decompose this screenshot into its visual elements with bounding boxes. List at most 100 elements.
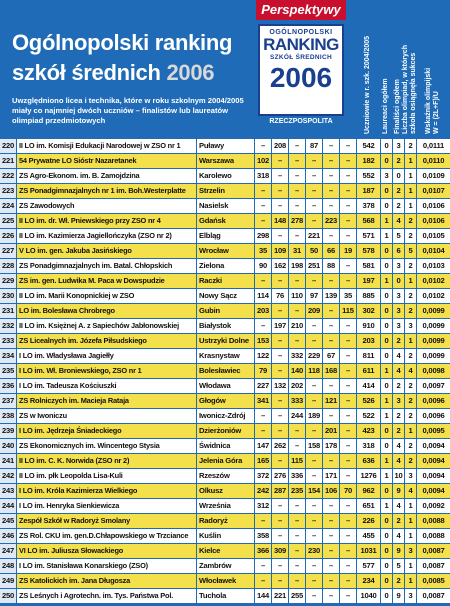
- table-row: 250 ZS Leśnych i Agrotechn. im. Tys. Pańs…: [0, 588, 450, 603]
- table-row: 230 II LO im. Marii Konopnickiej w ZSO Now…: [0, 288, 450, 303]
- table-cell: 2: [404, 304, 416, 318]
- table-cell: 115: [288, 454, 305, 468]
- table-cell: –: [322, 589, 339, 603]
- table-cell: –: [339, 154, 356, 168]
- table-cell: 202: [288, 379, 305, 393]
- city: Tuchola: [196, 589, 254, 603]
- table-cell: 3: [392, 139, 404, 153]
- table-cell: 3: [404, 544, 416, 558]
- table-cell: 1: [380, 409, 392, 423]
- logo-partner: RZECZPOSPOLITA: [269, 118, 333, 125]
- table-cell: 0,0102: [416, 289, 450, 303]
- table-cell: 0: [380, 289, 392, 303]
- table-cell: 3: [392, 394, 404, 408]
- table-cell: 1: [404, 334, 416, 348]
- table-row: 227 V LO im. gen. Jakuba Jasińskiego Wrocł…: [0, 243, 450, 258]
- table-row: 247 VI LO im. Juliusza Słowackiego Kielce 3…: [0, 543, 450, 558]
- table-cell: –: [271, 274, 288, 288]
- city: Wrocław: [196, 244, 254, 258]
- table-cell: –: [288, 199, 305, 213]
- column-headers: Uczniowie w r. szk. 2004/2005 Laureaci og…: [0, 0, 450, 136]
- table-cell: 262: [271, 439, 288, 453]
- city: Zambrów: [196, 559, 254, 573]
- table-cell: 79: [254, 364, 271, 378]
- table-cell: 165: [254, 454, 271, 468]
- city: Iwonicz-Zdrój: [196, 409, 254, 423]
- rank: 234: [0, 349, 16, 363]
- table-row: 237 ZS Rolniczych im. Macieja Rataja Głogó…: [0, 393, 450, 408]
- table-cell: –: [322, 454, 339, 468]
- table-cell: 2: [404, 289, 416, 303]
- table-cell: 0: [380, 184, 392, 198]
- title: Ogólnopolski ranking szkół średnich 2006: [12, 28, 232, 88]
- table-cell: 110: [288, 289, 305, 303]
- table-cell: 4: [392, 499, 404, 513]
- description: Uwzględniono licea i technika, które w r…: [12, 96, 244, 125]
- table-cell: 31: [288, 244, 305, 258]
- school-name: ZS Ponadgimnazjalnych nr 1 im. Boh.Weste…: [16, 184, 196, 198]
- city: Strzelin: [196, 184, 254, 198]
- table-cell: 19: [339, 244, 356, 258]
- logo-line: SZKÓŁ ŚREDNICH: [270, 54, 332, 61]
- table-cell: –: [322, 184, 339, 198]
- logo-box: OGÓLNOPOLSKI RANKING SZKÓŁ ŚREDNICH 2006: [258, 24, 344, 116]
- table-cell: –: [305, 574, 322, 588]
- table-row: 225 II LO im. dr. Wł. Pniewskiego przy ZS…: [0, 213, 450, 228]
- table-cell: 366: [254, 544, 271, 558]
- table-cell: 0: [380, 529, 392, 543]
- school-name: ZS Agro-Ekonom. im. B. Zamojdzina: [16, 169, 196, 183]
- table-cell: 2: [404, 454, 416, 468]
- table-cell: –: [322, 169, 339, 183]
- table-cell: 9: [392, 589, 404, 603]
- table-cell: –: [271, 229, 288, 243]
- table-cell: 332: [288, 349, 305, 363]
- table-cell: –: [288, 229, 305, 243]
- table-cell: 0,0095: [416, 424, 450, 438]
- table-cell: 372: [254, 469, 271, 483]
- table-cell: –: [322, 544, 339, 558]
- column-header-line: Liczba olimpiad, w których: [402, 44, 409, 134]
- table-cell: –: [339, 439, 356, 453]
- table-cell: –: [339, 214, 356, 228]
- table-cell: 358: [254, 529, 271, 543]
- column-header-line: szkoła osiągnęła sukces: [410, 52, 417, 134]
- rank: 227: [0, 244, 16, 258]
- table-cell: 0,0107: [416, 184, 450, 198]
- table-cell: –: [305, 514, 322, 528]
- rank: 231: [0, 304, 16, 318]
- table-cell: –: [254, 139, 271, 153]
- table-row: 244 I LO im. Henryka Sienkiewicza Września…: [0, 498, 450, 513]
- table-cell: 1: [404, 199, 416, 213]
- table-cell: –: [254, 559, 271, 573]
- city: Nowy Sącz: [196, 289, 254, 303]
- table-cell: 203: [254, 304, 271, 318]
- table-cell: 158: [305, 439, 322, 453]
- table-cell: –: [339, 574, 356, 588]
- rank: 241: [0, 454, 16, 468]
- city: Zielona: [196, 259, 254, 273]
- school-name: I LO im. Wł. Broniewskiego, ZSO nr 1: [16, 364, 196, 378]
- table-cell: –: [339, 469, 356, 483]
- table-cell: –: [322, 514, 339, 528]
- rank: 226: [0, 229, 16, 243]
- table-cell: –: [339, 409, 356, 423]
- column-header: Laureaci ogółem: [382, 78, 390, 134]
- table-cell: 0: [380, 544, 392, 558]
- table-cell: 2: [404, 139, 416, 153]
- table-cell: –: [339, 274, 356, 288]
- rank: 232: [0, 319, 16, 333]
- table-cell: 102: [254, 154, 271, 168]
- table-cell: 6: [392, 244, 404, 258]
- table-cell: 144: [254, 589, 271, 603]
- table-cell: 242: [254, 484, 271, 498]
- table-cell: 223: [322, 214, 339, 228]
- table-row: 223 ZS Ponadgimnazjalnych nr 1 im. Boh.We…: [0, 183, 450, 198]
- table-cell: 4: [404, 364, 416, 378]
- table-row: 232 II LO im. Księżnej A. z Sapiechów Jab…: [0, 318, 450, 333]
- table-cell: 154: [305, 484, 322, 498]
- school-name: ZS Ekonomicznych im. Wincentego Stysia: [16, 439, 196, 453]
- table-cell: 0,0094: [416, 439, 450, 453]
- table-cell: 318: [356, 439, 380, 453]
- city: Warszawa: [196, 154, 254, 168]
- table-row: 240 ZS Ekonomicznych im. Wincentego Stysi…: [0, 438, 450, 453]
